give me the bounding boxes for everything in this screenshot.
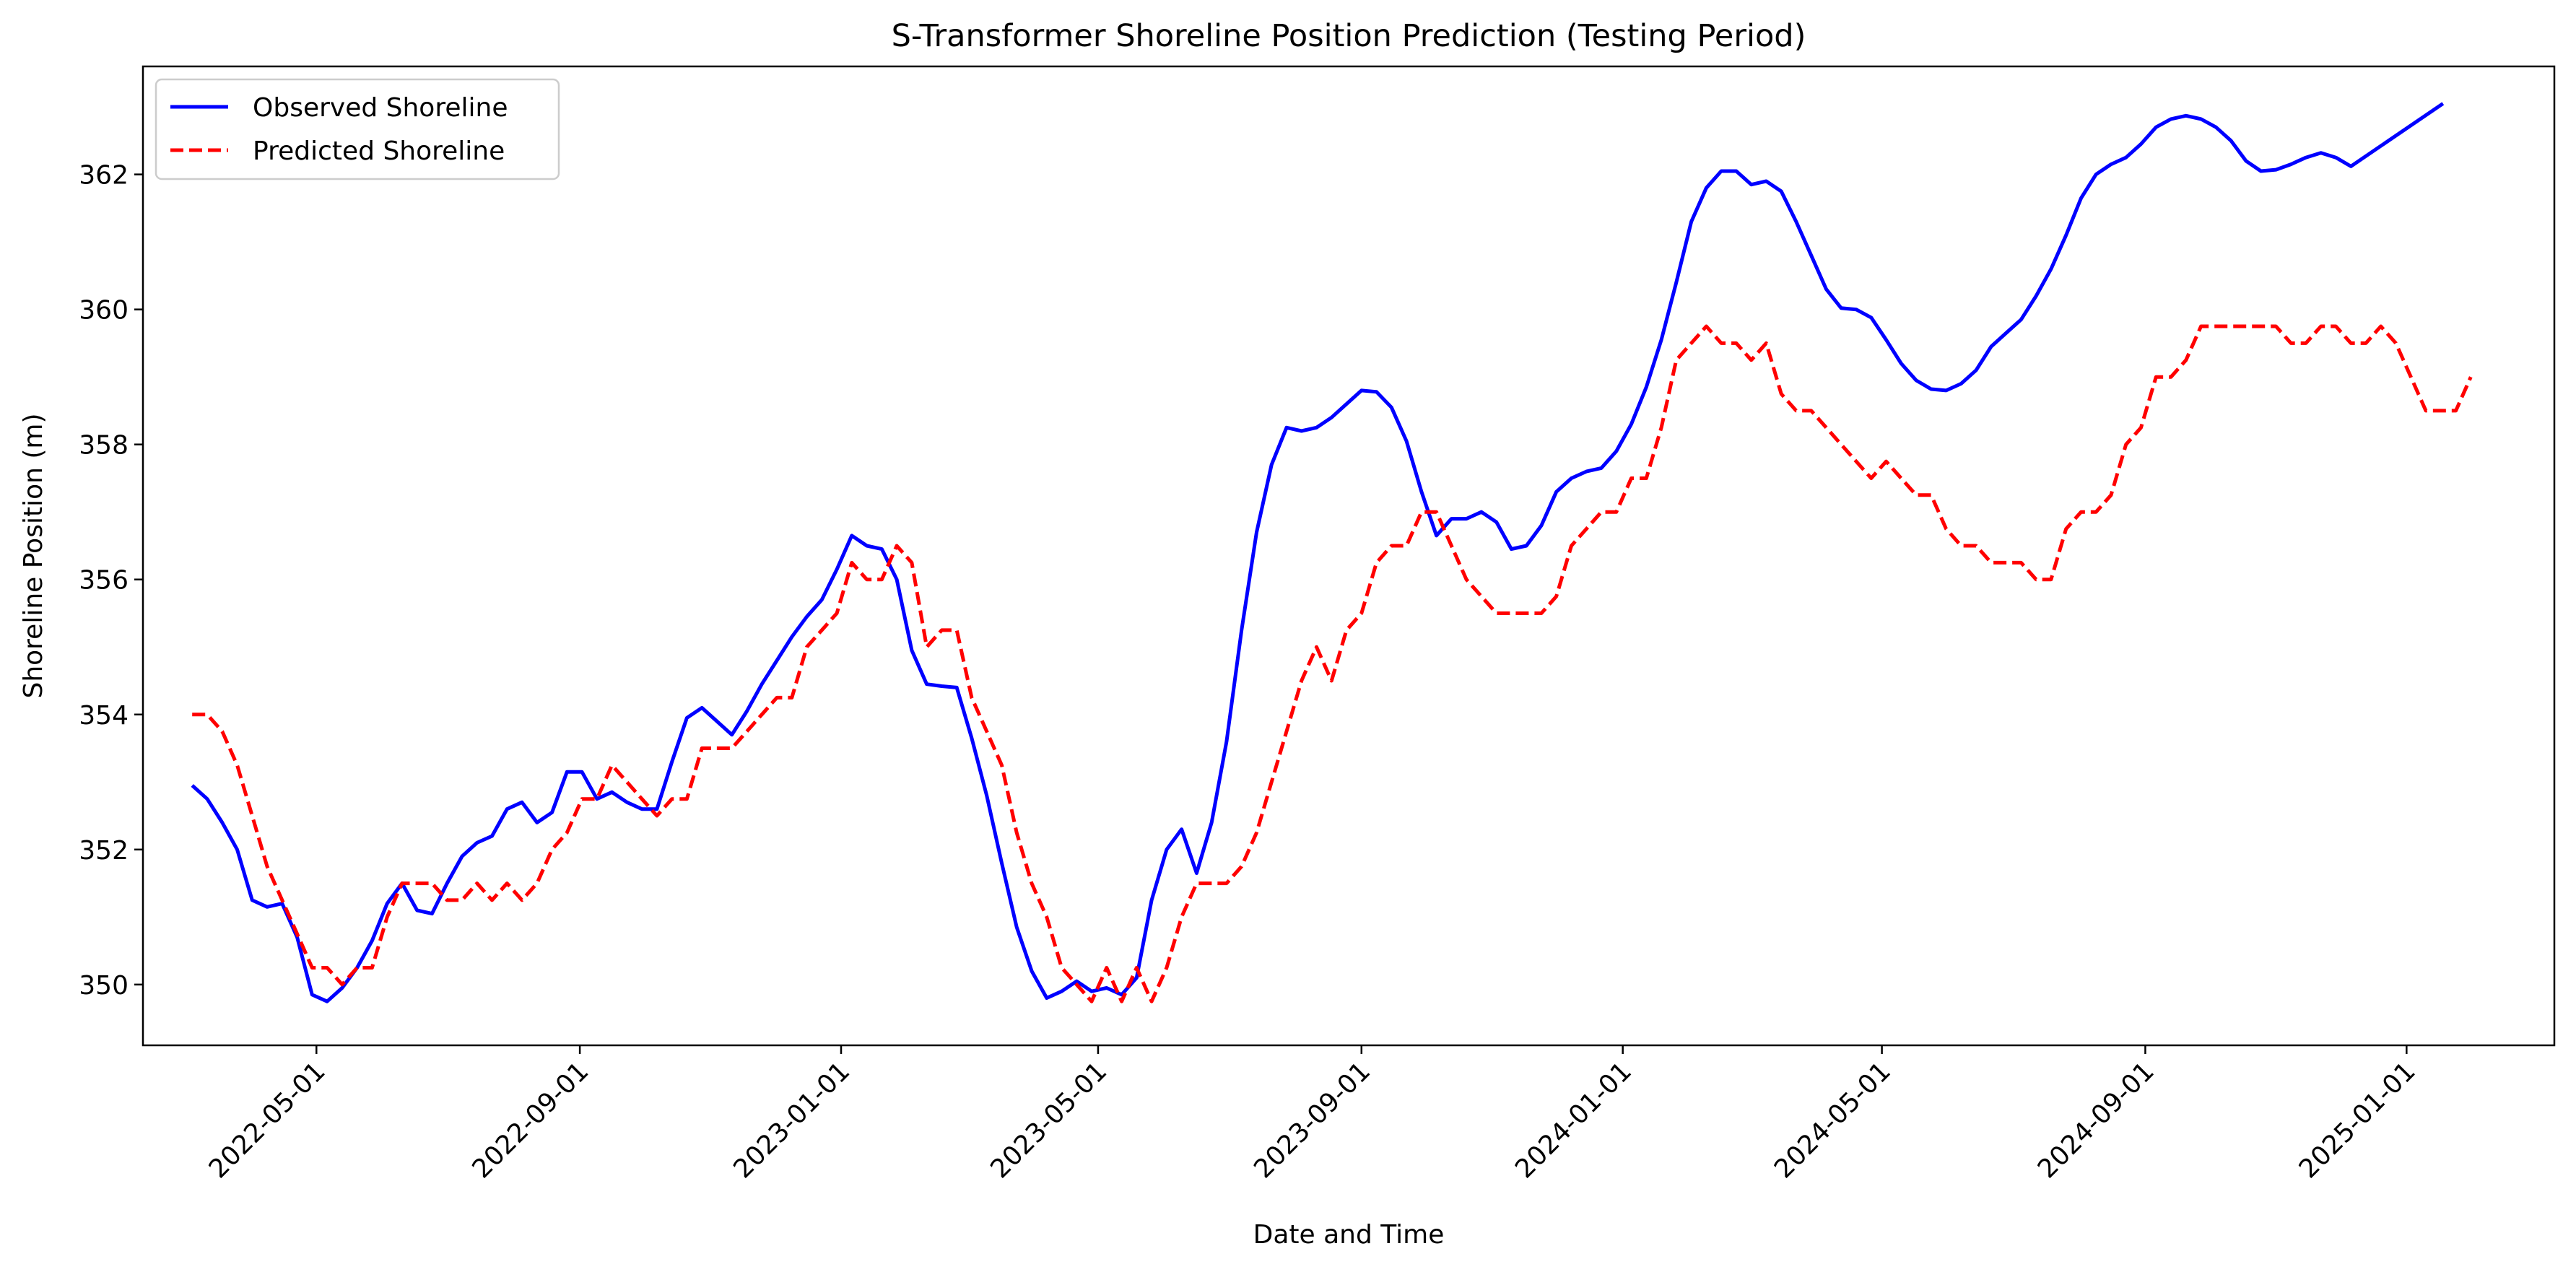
legend-label-predicted: Predicted Shoreline: [253, 136, 505, 166]
y-tick-label: 354: [79, 701, 129, 731]
plot-frame: [142, 65, 2556, 1047]
y-tick-label: 360: [79, 296, 129, 326]
x-axis-label: Date and Time: [1253, 1220, 1445, 1250]
y-axis-label: Shoreline Position (m): [19, 413, 48, 698]
series-line-observed: [191, 102, 2445, 1003]
y-tick-label: 358: [79, 431, 129, 461]
y-tick-label: 362: [79, 161, 129, 191]
legend: Observed Shoreline Predicted Shoreline: [155, 78, 560, 180]
y-tick-label: 350: [79, 971, 129, 1001]
y-tick-label: 356: [79, 566, 129, 596]
chart-title: S-Transformer Shoreline Position Predict…: [892, 18, 1806, 54]
y-axis-ticks: 350 352 354 356 358 360 362: [79, 161, 143, 1001]
legend-box: [155, 78, 560, 180]
series-layer: [191, 102, 2473, 1003]
legend-label-observed: Observed Shoreline: [253, 93, 508, 123]
plot-area: [143, 66, 2554, 1045]
series-line-predicted: [192, 324, 2473, 1003]
y-tick-label: 352: [79, 836, 129, 866]
